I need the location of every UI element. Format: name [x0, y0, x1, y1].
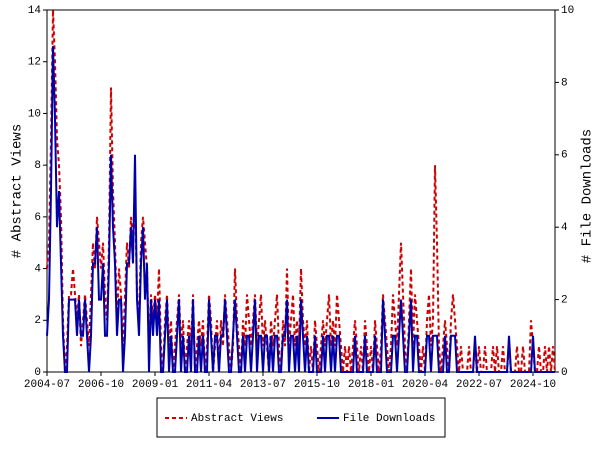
legend-label: Abstract Views	[191, 413, 283, 425]
x-tick-label: 2020-04	[402, 379, 449, 391]
legend-label: File Downloads	[343, 413, 435, 425]
x-tick-label: 2022-07	[456, 379, 502, 391]
y2-tick-label: 10	[561, 5, 574, 17]
series-line	[46, 9, 556, 373]
x-tick-label: 2018-01	[348, 379, 395, 391]
y2-axis-title: # File Downloads	[580, 129, 596, 263]
y2-tick-label: 0	[561, 367, 568, 379]
y2-tick-label: 6	[561, 150, 568, 162]
y-tick-label: 14	[28, 5, 42, 17]
y2-tick-label: 2	[561, 295, 568, 307]
y-tick-label: 0	[34, 367, 41, 379]
x-tick-label: 2006-10	[78, 379, 124, 391]
x-tick-label: 2011-04	[186, 379, 233, 391]
y-axis-title: # Abstract Views	[10, 124, 26, 258]
legend-box	[156, 397, 446, 438]
y-tick-label: 12	[28, 57, 41, 69]
x-tick-label: 2015-10	[294, 379, 340, 391]
y-tick-label: 8	[34, 160, 41, 172]
y-tick-label: 10	[28, 108, 41, 120]
x-tick-label: 2009-01	[132, 379, 179, 391]
y-tick-label: 6	[34, 212, 41, 224]
x-tick-label: 2013-07	[240, 379, 286, 391]
y2-tick-label: 4	[561, 222, 568, 234]
y-tick-label: 4	[34, 263, 41, 275]
y2-tick-label: 8	[561, 77, 568, 89]
series-line	[46, 46, 555, 373]
y-tick-label: 2	[34, 315, 41, 327]
x-tick-label: 2004-07	[24, 379, 70, 391]
x-tick-label: 2024-10	[510, 379, 556, 391]
